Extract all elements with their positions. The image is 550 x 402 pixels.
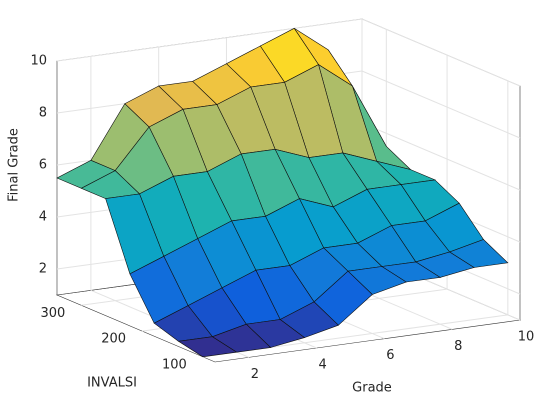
z-tick-label: 8: [39, 106, 47, 121]
y-tick-label: 100: [162, 357, 187, 372]
x-tick-label: 2: [251, 367, 259, 382]
z-tick-label: 2: [39, 262, 47, 277]
y-tick-label: 300: [40, 306, 65, 321]
grid-line: [361, 122, 521, 191]
z-tick-label: 6: [39, 158, 47, 173]
x-axis-label: Grade: [352, 381, 392, 396]
z-tick-label: 10: [30, 54, 47, 69]
y-tick-label: 200: [101, 332, 126, 347]
surface-patch: [177, 336, 238, 358]
grid-line: [361, 18, 521, 87]
grid-line: [56, 18, 363, 62]
x-tick-label: 10: [518, 330, 535, 345]
z-tick-label: 4: [39, 210, 47, 225]
y-axis-label: INVALSI: [87, 376, 137, 391]
x-tick-label: 4: [319, 358, 327, 373]
grid-line: [361, 70, 521, 139]
x-tick-label: 6: [386, 348, 394, 363]
z-axis-label: Final Grade: [7, 128, 22, 202]
x-tick-label: 8: [454, 339, 462, 354]
